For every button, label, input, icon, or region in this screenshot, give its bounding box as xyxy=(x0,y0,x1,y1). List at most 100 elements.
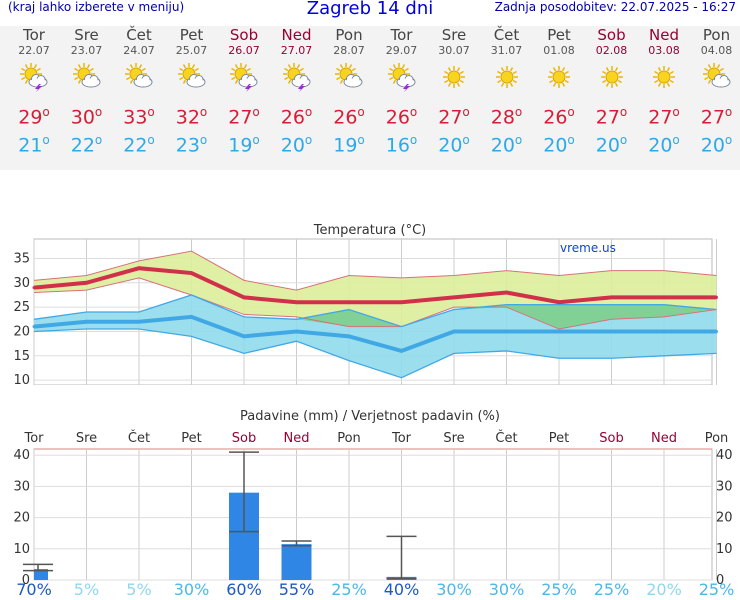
precipitation-probability: 60% xyxy=(226,580,262,599)
y-tick-label-right: 10 xyxy=(716,542,733,557)
last-update: Zadnja posodobitev: 22.07.2025 - 16:27 xyxy=(494,0,736,14)
min-point xyxy=(557,329,561,333)
max-temp: 33o xyxy=(123,105,155,129)
max-point xyxy=(347,300,351,304)
precipitation-probability: 25% xyxy=(593,580,630,599)
max-point xyxy=(505,291,508,295)
max-point xyxy=(137,266,141,270)
max-temperature-line xyxy=(33,266,717,305)
precipitation-probability: 5% xyxy=(126,580,152,599)
precipitation-probability: 30% xyxy=(173,580,210,599)
day-column: Pon 28.07 26o 19o xyxy=(323,26,375,157)
precipitation-probability: 25% xyxy=(541,580,577,599)
day-column: Pet 25.07 32o 23o xyxy=(166,26,218,157)
min-temp: 23o xyxy=(175,133,208,157)
temperature-chart: Temperatura (°C) 10 15 20 25 30 35 vreme.us xyxy=(13,223,718,385)
max-temp: 30o xyxy=(70,105,103,129)
min-temp: 22o xyxy=(70,133,103,157)
day-name: Tor xyxy=(390,26,413,44)
day-date: 25.07 xyxy=(175,44,208,57)
min-temp: 20o xyxy=(700,133,733,157)
max-lower-edge xyxy=(33,277,717,330)
min-temp: 20o xyxy=(490,133,523,157)
precipitation-probability: 25% xyxy=(331,580,367,599)
day-column: Čet 24.07 33o 22o xyxy=(113,26,165,156)
day-column: Ned 03.08 27o 20o xyxy=(638,26,690,157)
day-column: Pon 04.08 27o 20o xyxy=(691,26,740,157)
sun-cloud-storm-icon xyxy=(271,60,323,94)
day-name: Ned xyxy=(649,26,679,44)
day-column: Ned 27.07 26o 20o xyxy=(271,26,323,156)
x-tick-label: Pet xyxy=(181,431,201,446)
min-point xyxy=(610,329,613,333)
sun-icon xyxy=(481,60,533,94)
y-tick-label: 10 xyxy=(13,542,30,557)
day-name: Pon xyxy=(335,26,363,44)
x-tick-label: Pet xyxy=(549,431,569,446)
y-tick-label: 20 xyxy=(13,324,30,339)
min-point xyxy=(85,320,88,324)
x-tick-label: Sre xyxy=(443,431,464,446)
min-temp: 20o xyxy=(438,133,470,157)
precipitation-probability: 25% xyxy=(698,580,735,599)
precipitation-probability: 55% xyxy=(278,580,315,599)
day-date: 27.07 xyxy=(280,44,313,57)
page-title: Zagreb 14 dni xyxy=(306,0,434,19)
day-name: Pet xyxy=(179,26,204,44)
day-column: Pet 01.08 26o 20o xyxy=(533,26,585,157)
day-name: Ned xyxy=(281,26,312,44)
day-date: 04.08 xyxy=(700,44,733,57)
max-temp: 27o xyxy=(595,105,628,129)
max-temp: 27o xyxy=(648,105,680,129)
day-name: Čet xyxy=(126,26,152,44)
max-point xyxy=(32,286,36,290)
day-column: Sre 30.07 27o 20o xyxy=(428,26,480,157)
min-temp: 16o xyxy=(385,133,418,157)
precipitation-probability: 40% xyxy=(383,580,420,599)
y-tick-label: 30 xyxy=(13,276,30,291)
day-name: Tor xyxy=(23,26,45,44)
min-temp: 20o xyxy=(648,133,680,157)
sun-icon xyxy=(638,60,690,94)
plot-area xyxy=(33,448,713,581)
day-name: Sre xyxy=(441,26,467,44)
day-date: 03.08 xyxy=(648,44,680,57)
precipitation-probability: 70% xyxy=(16,580,52,599)
precipitation-probability: 30% xyxy=(436,580,472,599)
max-temp: 32o xyxy=(175,105,208,129)
precipitation-chart: Padavine (mm) / Verjetnost padavin (%) To… xyxy=(13,409,733,588)
y-tick-label: 30 xyxy=(13,479,30,494)
max-upper-edge xyxy=(33,250,717,291)
max-point xyxy=(662,295,666,299)
max-temp: 26o xyxy=(333,105,365,129)
max-point xyxy=(242,295,246,299)
max-point xyxy=(452,295,456,299)
x-tick-label: Tor xyxy=(23,431,44,446)
x-tick-label: Sob xyxy=(599,431,623,446)
precipitation-probability: 5% xyxy=(73,580,100,599)
day-name: Sob xyxy=(597,26,626,44)
day-date: 02.08 xyxy=(595,44,628,57)
precipitation-bar xyxy=(34,569,48,580)
sun-icon xyxy=(533,60,585,94)
min-temp: 20o xyxy=(543,133,575,157)
max-temp: 26o xyxy=(543,105,575,129)
day-date: 23.07 xyxy=(70,44,103,57)
min-point xyxy=(715,329,718,333)
max-temp: 27o xyxy=(700,105,733,129)
min-temp: 19o xyxy=(228,133,260,157)
chart-title: Padavine (mm) / Verjetnost padavin (%) xyxy=(240,409,500,424)
min-temp: 20o xyxy=(595,133,628,157)
min-upper-edge xyxy=(33,294,717,328)
day-name: Čet xyxy=(493,26,520,44)
max-point xyxy=(85,281,88,285)
max-temp: 28o xyxy=(490,105,523,129)
x-tick-label: Tor xyxy=(391,431,412,446)
y-tick-label: 35 xyxy=(13,251,30,266)
max-point xyxy=(715,295,718,299)
max-temp: 26o xyxy=(280,105,313,129)
min-temp: 19o xyxy=(333,133,365,157)
min-temp: 21o xyxy=(18,133,50,157)
x-tick-label: Čet xyxy=(128,430,150,446)
min-point xyxy=(505,329,508,333)
